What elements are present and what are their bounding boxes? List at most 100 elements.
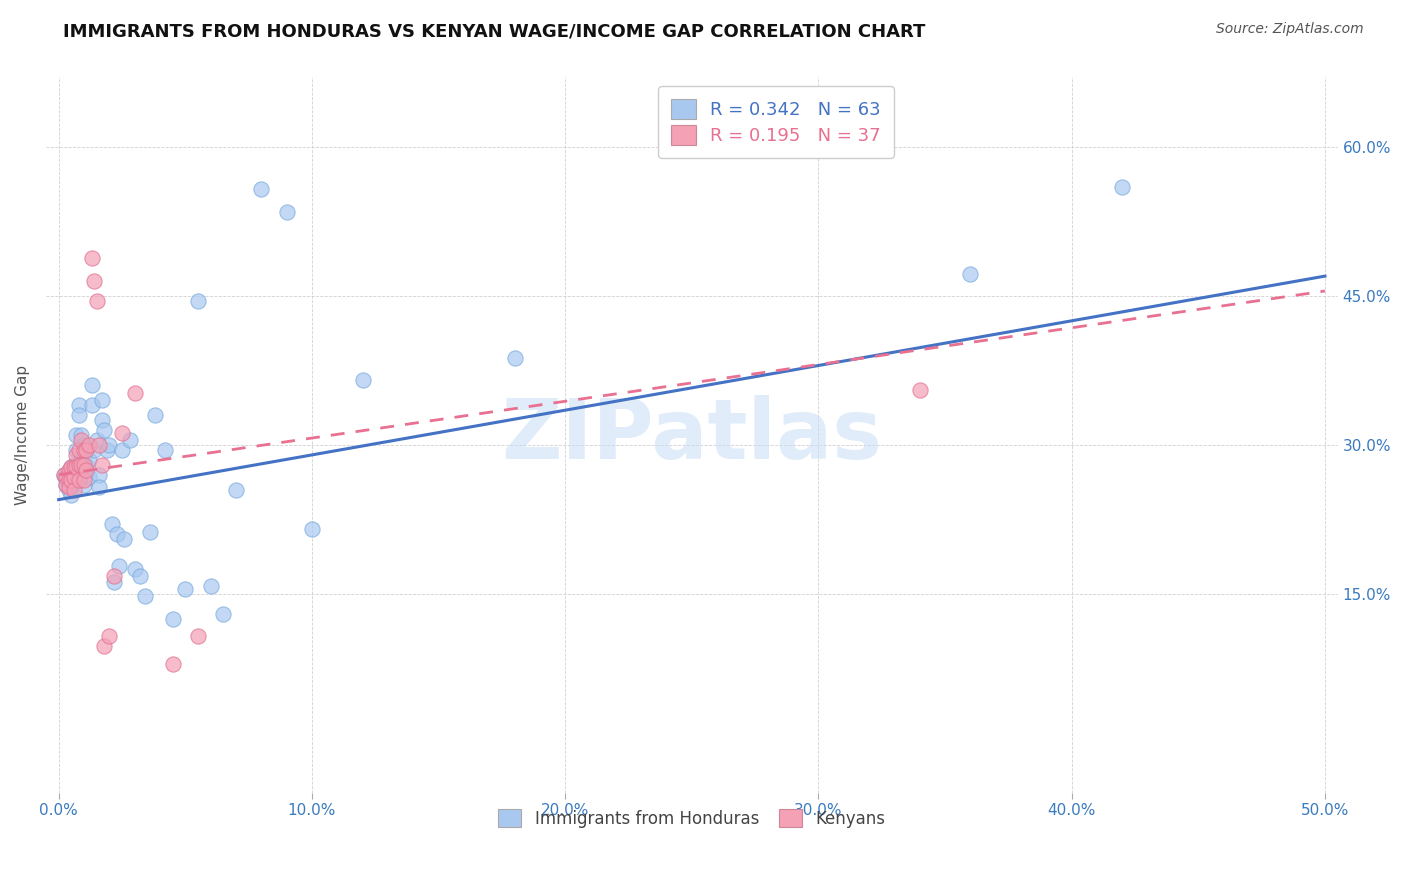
Point: [77, 469, 100, 483]
Point: [67, 408, 90, 422]
Point: [124, 562, 146, 576]
Point: [55, 473, 77, 487]
Point: [76, 458, 98, 472]
Point: [70, 453, 93, 467]
Point: [60, 480, 83, 494]
Point: [63, 459, 86, 474]
Point: [58, 480, 80, 494]
Y-axis label: Wage/Income Gap: Wage/Income Gap: [15, 365, 30, 505]
Point: [86, 293, 108, 308]
Point: [98, 438, 121, 452]
Point: [162, 657, 184, 671]
Point: [67, 458, 90, 472]
Point: [105, 527, 128, 541]
Point: [70, 433, 93, 447]
Point: [80, 378, 103, 392]
Point: [65, 428, 87, 442]
Point: [70, 458, 93, 472]
Point: [65, 448, 87, 462]
Point: [225, 483, 247, 497]
Point: [108, 559, 131, 574]
Point: [174, 582, 197, 596]
Point: [60, 488, 83, 502]
Text: IMMIGRANTS FROM HONDURAS VS KENYAN WAGE/INCOME GAP CORRELATION CHART: IMMIGRANTS FROM HONDURAS VS KENYAN WAGE/…: [63, 22, 925, 40]
Point: [83, 274, 105, 288]
Point: [103, 575, 125, 590]
Point: [77, 438, 100, 452]
Point: [55, 477, 77, 491]
Point: [52, 467, 75, 482]
Point: [58, 473, 80, 487]
Point: [63, 483, 86, 497]
Point: [67, 442, 90, 457]
Point: [114, 533, 136, 547]
Point: [139, 525, 162, 540]
Point: [76, 463, 98, 477]
Point: [60, 459, 83, 474]
Point: [65, 473, 87, 487]
Point: [124, 386, 146, 401]
Point: [77, 453, 100, 467]
Point: [55, 477, 77, 491]
Point: [134, 589, 156, 603]
Point: [73, 477, 96, 491]
Point: [250, 182, 273, 196]
Text: ZIPatlas: ZIPatlas: [502, 394, 883, 475]
Point: [212, 607, 235, 621]
Point: [93, 423, 115, 437]
Text: Source: ZipAtlas.com: Source: ZipAtlas.com: [1216, 22, 1364, 37]
Point: [73, 438, 96, 452]
Point: [67, 398, 90, 412]
Point: [63, 458, 86, 472]
Point: [98, 629, 121, 643]
Point: [90, 393, 112, 408]
Point: [96, 442, 118, 457]
Point: [908, 384, 931, 398]
Point: [111, 425, 134, 440]
Point: [118, 433, 141, 447]
Point: [60, 473, 83, 487]
Point: [76, 442, 98, 457]
Point: [67, 469, 90, 483]
Point: [101, 517, 124, 532]
Point: [1111, 179, 1133, 194]
Point: [187, 629, 209, 643]
Point: [276, 204, 298, 219]
Point: [90, 458, 112, 472]
Point: [60, 459, 83, 474]
Point: [128, 569, 150, 583]
Legend: Immigrants from Honduras, Kenyans: Immigrants from Honduras, Kenyans: [491, 803, 893, 834]
Point: [89, 467, 111, 482]
Point: [103, 569, 125, 583]
Point: [73, 442, 96, 457]
Point: [89, 480, 111, 494]
Point: [89, 438, 111, 452]
Point: [503, 351, 526, 365]
Point: [58, 463, 80, 477]
Point: [86, 433, 108, 447]
Point: [93, 639, 115, 653]
Point: [153, 442, 176, 457]
Point: [55, 469, 77, 483]
Point: [80, 398, 103, 412]
Point: [58, 483, 80, 497]
Point: [73, 463, 96, 477]
Point: [58, 467, 80, 482]
Point: [90, 413, 112, 427]
Point: [73, 473, 96, 487]
Point: [67, 473, 90, 487]
Point: [52, 467, 75, 482]
Point: [143, 408, 166, 422]
Point: [63, 469, 86, 483]
Point: [58, 475, 80, 490]
Point: [162, 612, 184, 626]
Point: [187, 293, 209, 308]
Point: [301, 523, 323, 537]
Point: [70, 428, 93, 442]
Point: [65, 442, 87, 457]
Point: [200, 579, 222, 593]
Point: [65, 459, 87, 474]
Point: [73, 458, 96, 472]
Point: [352, 373, 374, 387]
Point: [83, 442, 105, 457]
